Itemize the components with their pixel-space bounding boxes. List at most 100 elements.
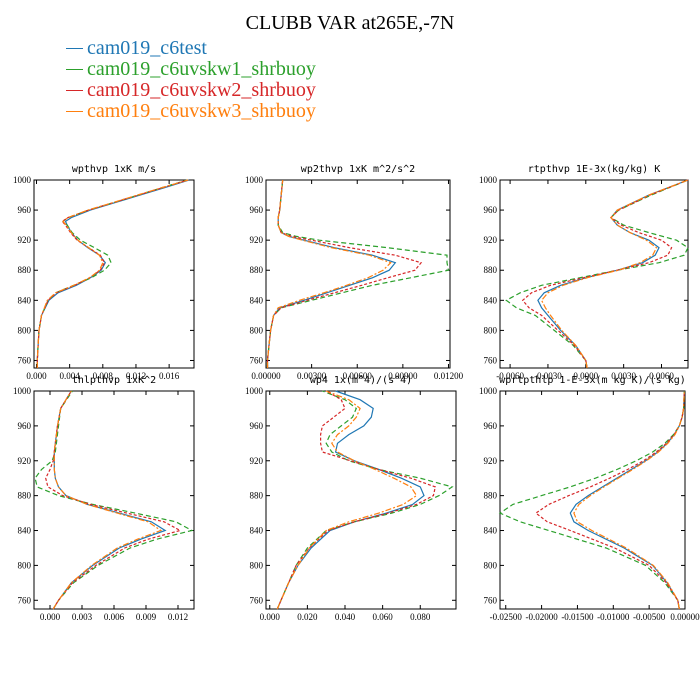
y-tick-label: 760 <box>250 595 264 605</box>
panel-title: wp2thvp 1xK m^2/s^2 <box>301 164 415 175</box>
y-tick-label: 920 <box>250 235 264 245</box>
y-tick-label: 920 <box>18 456 32 466</box>
legend-label: cam019_c6uvskw2_shrbuoy <box>87 79 316 101</box>
x-tick-label: 0.080 <box>410 612 431 622</box>
y-tick-label: 880 <box>250 491 264 501</box>
legend-line-swatch <box>66 48 83 49</box>
x-tick-label: 0.000 <box>26 371 47 381</box>
legend-item: cam019_c6uvskw3_shrbuoy <box>66 101 316 122</box>
legend-line-swatch <box>66 69 83 70</box>
y-tick-label: 840 <box>18 295 32 305</box>
series-line <box>266 179 423 368</box>
x-tick-label: 0.006 <box>104 612 125 622</box>
panel-title: wprtpthlp 1-E-3x(m kg K)/(s kg) <box>499 375 686 386</box>
panel-title: wp4 1x(m^4)/(s^4) <box>310 375 412 386</box>
series-line <box>276 390 454 610</box>
x-tick-label: -0.01500 <box>561 612 594 622</box>
series-line <box>52 390 167 610</box>
x-tick-label: -0.02500 <box>490 612 523 622</box>
y-tick-label: 960 <box>250 421 264 431</box>
series-line <box>36 179 188 368</box>
plot-frame <box>499 179 689 369</box>
panel-3: thlpthvp 1xK^2 760 800 840 880 920 960 1000 0.00… <box>13 375 195 622</box>
y-tick-label: 840 <box>250 526 264 536</box>
panel-title: rtpthvp 1E-3x(kg/kg) K <box>528 164 660 175</box>
y-tick-label: 840 <box>250 295 264 305</box>
x-tick-label: 0.000 <box>40 612 61 622</box>
x-tick-label: -0.01000 <box>597 612 630 622</box>
x-tick-label: 0.0000 <box>573 371 598 381</box>
y-tick-label: 920 <box>484 456 498 466</box>
y-tick-label: 1000 <box>479 175 498 185</box>
y-tick-label: 880 <box>250 265 264 275</box>
x-tick-label: 0.000 <box>260 612 281 622</box>
x-tick-label: -0.00500 <box>633 612 666 622</box>
plot-frame <box>33 179 195 369</box>
x-tick-label: -0.0030 <box>534 371 562 381</box>
x-tick-label: 0.01200 <box>434 371 464 381</box>
x-tick-label: 0.012 <box>168 612 188 622</box>
y-tick-label: 920 <box>484 235 498 245</box>
panel-4: wp4 1x(m^4)/(s^4) 760 800 840 880 920 960 1000 0… <box>245 375 457 622</box>
y-tick-label: 760 <box>484 355 498 365</box>
series-line <box>569 390 685 610</box>
series-line <box>276 390 418 610</box>
y-tick-label: 800 <box>18 325 32 335</box>
y-tick-label: 800 <box>250 560 264 570</box>
series-line <box>52 390 163 610</box>
x-tick-label: 0.009 <box>136 612 157 622</box>
x-tick-label: 0.0060 <box>649 371 674 381</box>
y-tick-label: 880 <box>484 491 498 501</box>
x-tick-label: 0.060 <box>373 612 394 622</box>
series-line <box>573 390 685 610</box>
panel-2: rtpthvp 1E-3x(kg/kg) K 760 800 840 880 920 960… <box>479 164 689 381</box>
legend: cam019_c6test cam019_c6uvskw1_shrbuoy ca… <box>66 38 316 122</box>
plot-frame <box>265 390 457 610</box>
y-tick-label: 800 <box>18 560 32 570</box>
y-tick-label: 920 <box>18 235 32 245</box>
y-tick-label: 760 <box>18 355 32 365</box>
series-line <box>36 179 189 368</box>
y-tick-label: 1000 <box>13 386 32 396</box>
series-line <box>266 179 392 368</box>
y-tick-label: 800 <box>250 325 264 335</box>
panel-0: wpthvp 1xK m/s 760 800 840 880 920 960 1000 0.00… <box>13 164 195 381</box>
series-line <box>276 390 425 610</box>
panel-title: wpthvp 1xK m/s <box>72 164 156 175</box>
series-line <box>540 179 689 369</box>
legend-label: cam019_c6uvskw3_shrbuoy <box>87 100 316 122</box>
x-tick-label: 0.004 <box>60 371 81 381</box>
series-line <box>34 390 194 610</box>
y-tick-label: 760 <box>18 595 32 605</box>
y-tick-label: 920 <box>250 456 264 466</box>
x-tick-label: 0.003 <box>72 612 93 622</box>
series-line <box>498 390 685 610</box>
series-line <box>266 179 450 368</box>
y-tick-label: 960 <box>484 205 498 215</box>
y-tick-label: 840 <box>18 526 32 536</box>
y-tick-label: 960 <box>18 205 32 215</box>
y-tick-label: 800 <box>484 325 498 335</box>
panel-5: wprtpthlp 1-E-3x(m kg K)/(s kg) 760 800 840… <box>479 375 700 622</box>
series-line <box>36 179 189 368</box>
series-line <box>36 179 190 368</box>
x-tick-label: 0.00000 <box>670 612 700 622</box>
plot-frame <box>499 390 686 610</box>
y-tick-label: 960 <box>484 421 498 431</box>
x-tick-label: 0.020 <box>297 612 318 622</box>
plot-frame <box>265 179 451 369</box>
x-tick-label: 0.0030 <box>611 371 636 381</box>
series-line <box>276 390 436 610</box>
y-tick-label: 1000 <box>245 386 264 396</box>
x-tick-label: 0.016 <box>159 371 180 381</box>
y-tick-label: 1000 <box>479 386 498 396</box>
x-tick-label: 0.00300 <box>297 371 327 381</box>
y-tick-label: 840 <box>484 526 498 536</box>
y-tick-label: 880 <box>484 265 498 275</box>
y-tick-label: 960 <box>250 205 264 215</box>
legend-line-swatch <box>66 111 83 112</box>
legend-item: cam019_c6uvskw1_shrbuoy <box>66 59 316 80</box>
x-tick-label: 0.00600 <box>343 371 373 381</box>
panel-1: wp2thvp 1xK m^2/s^2 760 800 840 880 920 960 100… <box>245 164 464 381</box>
